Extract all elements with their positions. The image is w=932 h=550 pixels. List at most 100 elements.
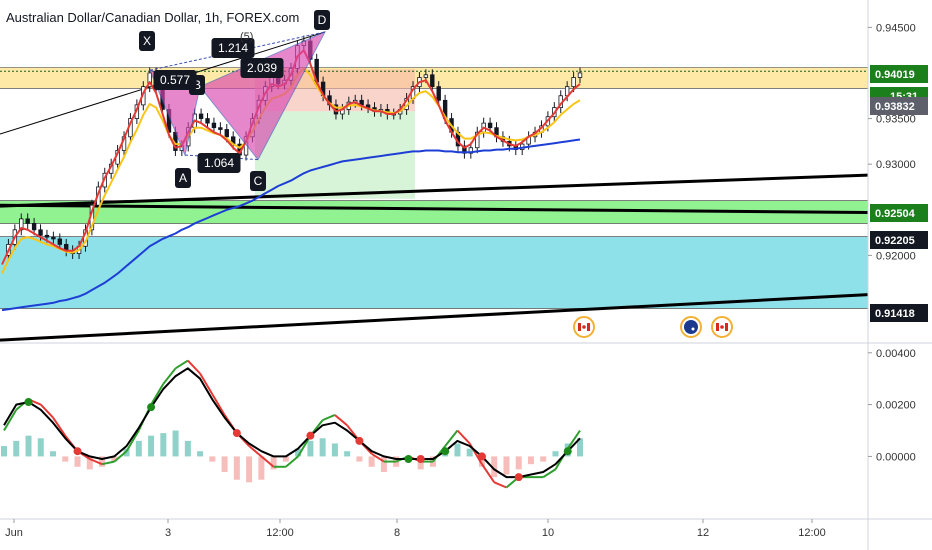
osc-y-tick-label: 0.00200	[876, 400, 916, 412]
flag-au-star	[691, 327, 695, 331]
pattern-point-b: B	[193, 78, 201, 92]
histogram-bar	[331, 443, 338, 457]
candle-body	[57, 238, 62, 245]
histogram-bar	[552, 451, 559, 457]
osc-fast-segment	[481, 463, 496, 483]
pattern-point-x: X	[143, 34, 151, 48]
histogram-bar	[50, 451, 57, 457]
flag-au-bg	[684, 320, 698, 334]
histogram-bar	[172, 430, 179, 457]
flag-ca-leaf	[582, 325, 586, 329]
pattern-point-a: A	[179, 171, 187, 185]
x-tick-label: 12:00	[798, 527, 826, 539]
pattern-ratio-1: 1.214	[218, 41, 248, 55]
histogram-bar	[197, 451, 204, 457]
histogram-bar	[233, 456, 240, 480]
osc-fast-segment	[150, 383, 165, 406]
trendline-support	[0, 203, 869, 214]
histogram-bar	[295, 448, 302, 457]
osc-cross-dot	[404, 455, 413, 463]
x-tick-label: Jun	[5, 527, 23, 539]
candle-body	[487, 122, 493, 129]
osc-fast-segment	[542, 468, 557, 478]
osc-fast-segment	[187, 359, 201, 375]
chart-title: Australian Dollar/Canadian Dollar, 1h, F…	[6, 10, 300, 25]
osc-fast-segment	[125, 429, 140, 452]
histogram-bar	[319, 438, 326, 457]
histogram-bar	[478, 456, 485, 467]
pattern-ratio-3-bg	[197, 153, 241, 173]
price-label: 0.91418	[875, 308, 915, 320]
flag-ca-left	[578, 323, 581, 331]
candle-body	[198, 113, 204, 119]
osc-fast-segment	[444, 429, 459, 447]
y-tick-label: 0.94500	[876, 22, 916, 34]
flag-ca-leaf	[720, 325, 724, 329]
osc-cross-dot	[416, 455, 425, 463]
candle-body	[147, 72, 152, 88]
histogram-bar	[491, 456, 498, 478]
x-tick-label: 3	[165, 527, 171, 539]
x-tick-label: 12	[697, 527, 709, 539]
candle-body	[224, 129, 229, 138]
histogram-bar	[344, 451, 351, 457]
candle-body	[25, 218, 30, 224]
histogram-bar	[466, 448, 473, 457]
osc-cross-dot	[232, 429, 241, 438]
osc-fast-segment	[175, 359, 189, 370]
flag-ca-left	[716, 323, 719, 331]
y-tick-label: 0.93000	[876, 159, 916, 171]
candle-body	[38, 229, 43, 236]
pattern-ratio-0: 0.577	[160, 73, 190, 87]
osc-cross-dot	[306, 431, 315, 440]
trendline-rising	[0, 173, 869, 208]
pattern-ratio-3: 1.064	[204, 156, 234, 170]
price-label-bg	[870, 204, 928, 222]
candle-body	[571, 77, 576, 88]
osc-fast-segment	[52, 416, 67, 437]
osc-fast-segment	[456, 429, 471, 445]
osc-fast-segment	[260, 455, 275, 468]
histogram-bar	[380, 456, 387, 472]
osc-fast-segment	[371, 452, 385, 463]
ma-slow-line	[1, 138, 581, 312]
histogram-bar	[270, 456, 277, 470]
osc-cross-dot	[514, 473, 523, 482]
candle-body	[31, 223, 37, 231]
histogram-bar	[184, 440, 191, 457]
histogram-bar	[135, 440, 142, 457]
pattern-ratio-0-bg	[153, 70, 197, 90]
osc-fast-segment	[162, 367, 177, 385]
osc-fast-segment	[566, 429, 581, 450]
price-label: 0.92205	[875, 235, 915, 247]
osc-cross-dot	[355, 436, 364, 445]
histogram-bar	[356, 456, 363, 462]
candle-body	[51, 236, 56, 240]
price-label-bg	[870, 231, 928, 249]
price-label-bg	[870, 97, 928, 115]
trendline-lower	[0, 293, 869, 342]
pattern-extra-label: (5)	[240, 31, 253, 43]
histogram-bar	[13, 440, 20, 457]
price-label-bg	[870, 304, 928, 322]
osc-fast-segment	[89, 458, 103, 466]
osc-fast-segment	[322, 414, 336, 422]
osc-fast-segment	[40, 403, 54, 419]
pattern-ratio-1-bg	[211, 38, 255, 58]
histogram-bar	[307, 440, 314, 457]
histogram-bar	[86, 456, 93, 470]
osc-cross-dot	[147, 403, 156, 412]
pattern-point-c-bg	[250, 171, 266, 191]
histogram-bar	[221, 456, 228, 472]
histogram-bar	[577, 438, 583, 457]
osc-fast-segment	[248, 445, 263, 458]
flag-ca-right	[587, 323, 590, 331]
histogram-bar	[282, 456, 289, 462]
x-tick-label: 8	[394, 527, 400, 539]
histogram-bar	[1, 446, 7, 457]
osc-fast-segment	[199, 372, 214, 395]
osc-fast-segment	[493, 481, 507, 489]
histogram-bar	[258, 456, 265, 480]
candle-body	[211, 122, 217, 129]
